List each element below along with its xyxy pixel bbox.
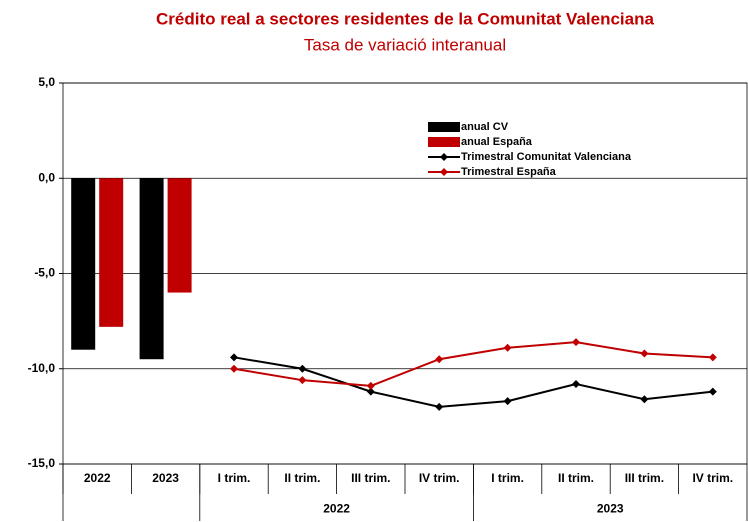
x-tick-label: I trim. (218, 471, 251, 485)
legend-label: Trimestral Comunitat Valenciana (461, 151, 632, 163)
chart-title: Crédito real a sectores residentes de la… (156, 9, 654, 28)
chart-subtitle: Tasa de variació interanual (304, 35, 506, 54)
line (233, 341, 713, 387)
line-marker (572, 379, 580, 388)
legend-label: anual CV (461, 121, 509, 133)
line-marker (640, 395, 649, 404)
y-tick-label: -5,0 (34, 266, 55, 280)
line-marker (435, 402, 444, 411)
legend-swatch (428, 137, 460, 147)
line-marker (298, 376, 307, 385)
x-tick-label: 2023 (152, 471, 179, 485)
y-tick-label: 5,0 (38, 75, 55, 89)
line-marker (366, 387, 375, 396)
line-marker (366, 381, 375, 390)
legend-label: anual España (461, 136, 533, 148)
x-tick-label: IV trim. (692, 471, 733, 485)
bar (167, 178, 192, 293)
line (233, 356, 713, 408)
x-tick-label: II trim. (284, 471, 320, 485)
y-tick-label: -10,0 (28, 361, 56, 375)
line-marker (435, 355, 444, 364)
x-tick-label: II trim. (558, 471, 594, 485)
bar (139, 178, 164, 360)
y-tick-label: 0,0 (38, 170, 55, 184)
line-marker (640, 349, 649, 358)
x-tick-label: 2022 (84, 471, 111, 485)
line-marker (230, 353, 238, 362)
bar (99, 178, 124, 327)
group-label: 2022 (323, 502, 350, 516)
line-marker (298, 364, 307, 373)
x-tick-label: III trim. (351, 471, 390, 485)
x-tick-label: III trim. (625, 471, 664, 485)
line-marker (503, 397, 512, 406)
y-tick-label: -15,0 (28, 456, 56, 470)
line-marker (572, 338, 580, 347)
bar (71, 178, 96, 350)
line-marker (230, 364, 238, 373)
legend-swatch (428, 122, 460, 132)
x-tick-label: I trim. (491, 471, 524, 485)
line-marker (708, 353, 717, 362)
group-label: 2023 (597, 502, 624, 516)
x-tick-label: IV trim. (419, 471, 460, 485)
line-marker (708, 387, 717, 396)
legend-marker (440, 168, 448, 176)
legend-label: Trimestral España (461, 166, 557, 178)
line-marker (503, 343, 512, 352)
legend-marker (440, 153, 448, 161)
